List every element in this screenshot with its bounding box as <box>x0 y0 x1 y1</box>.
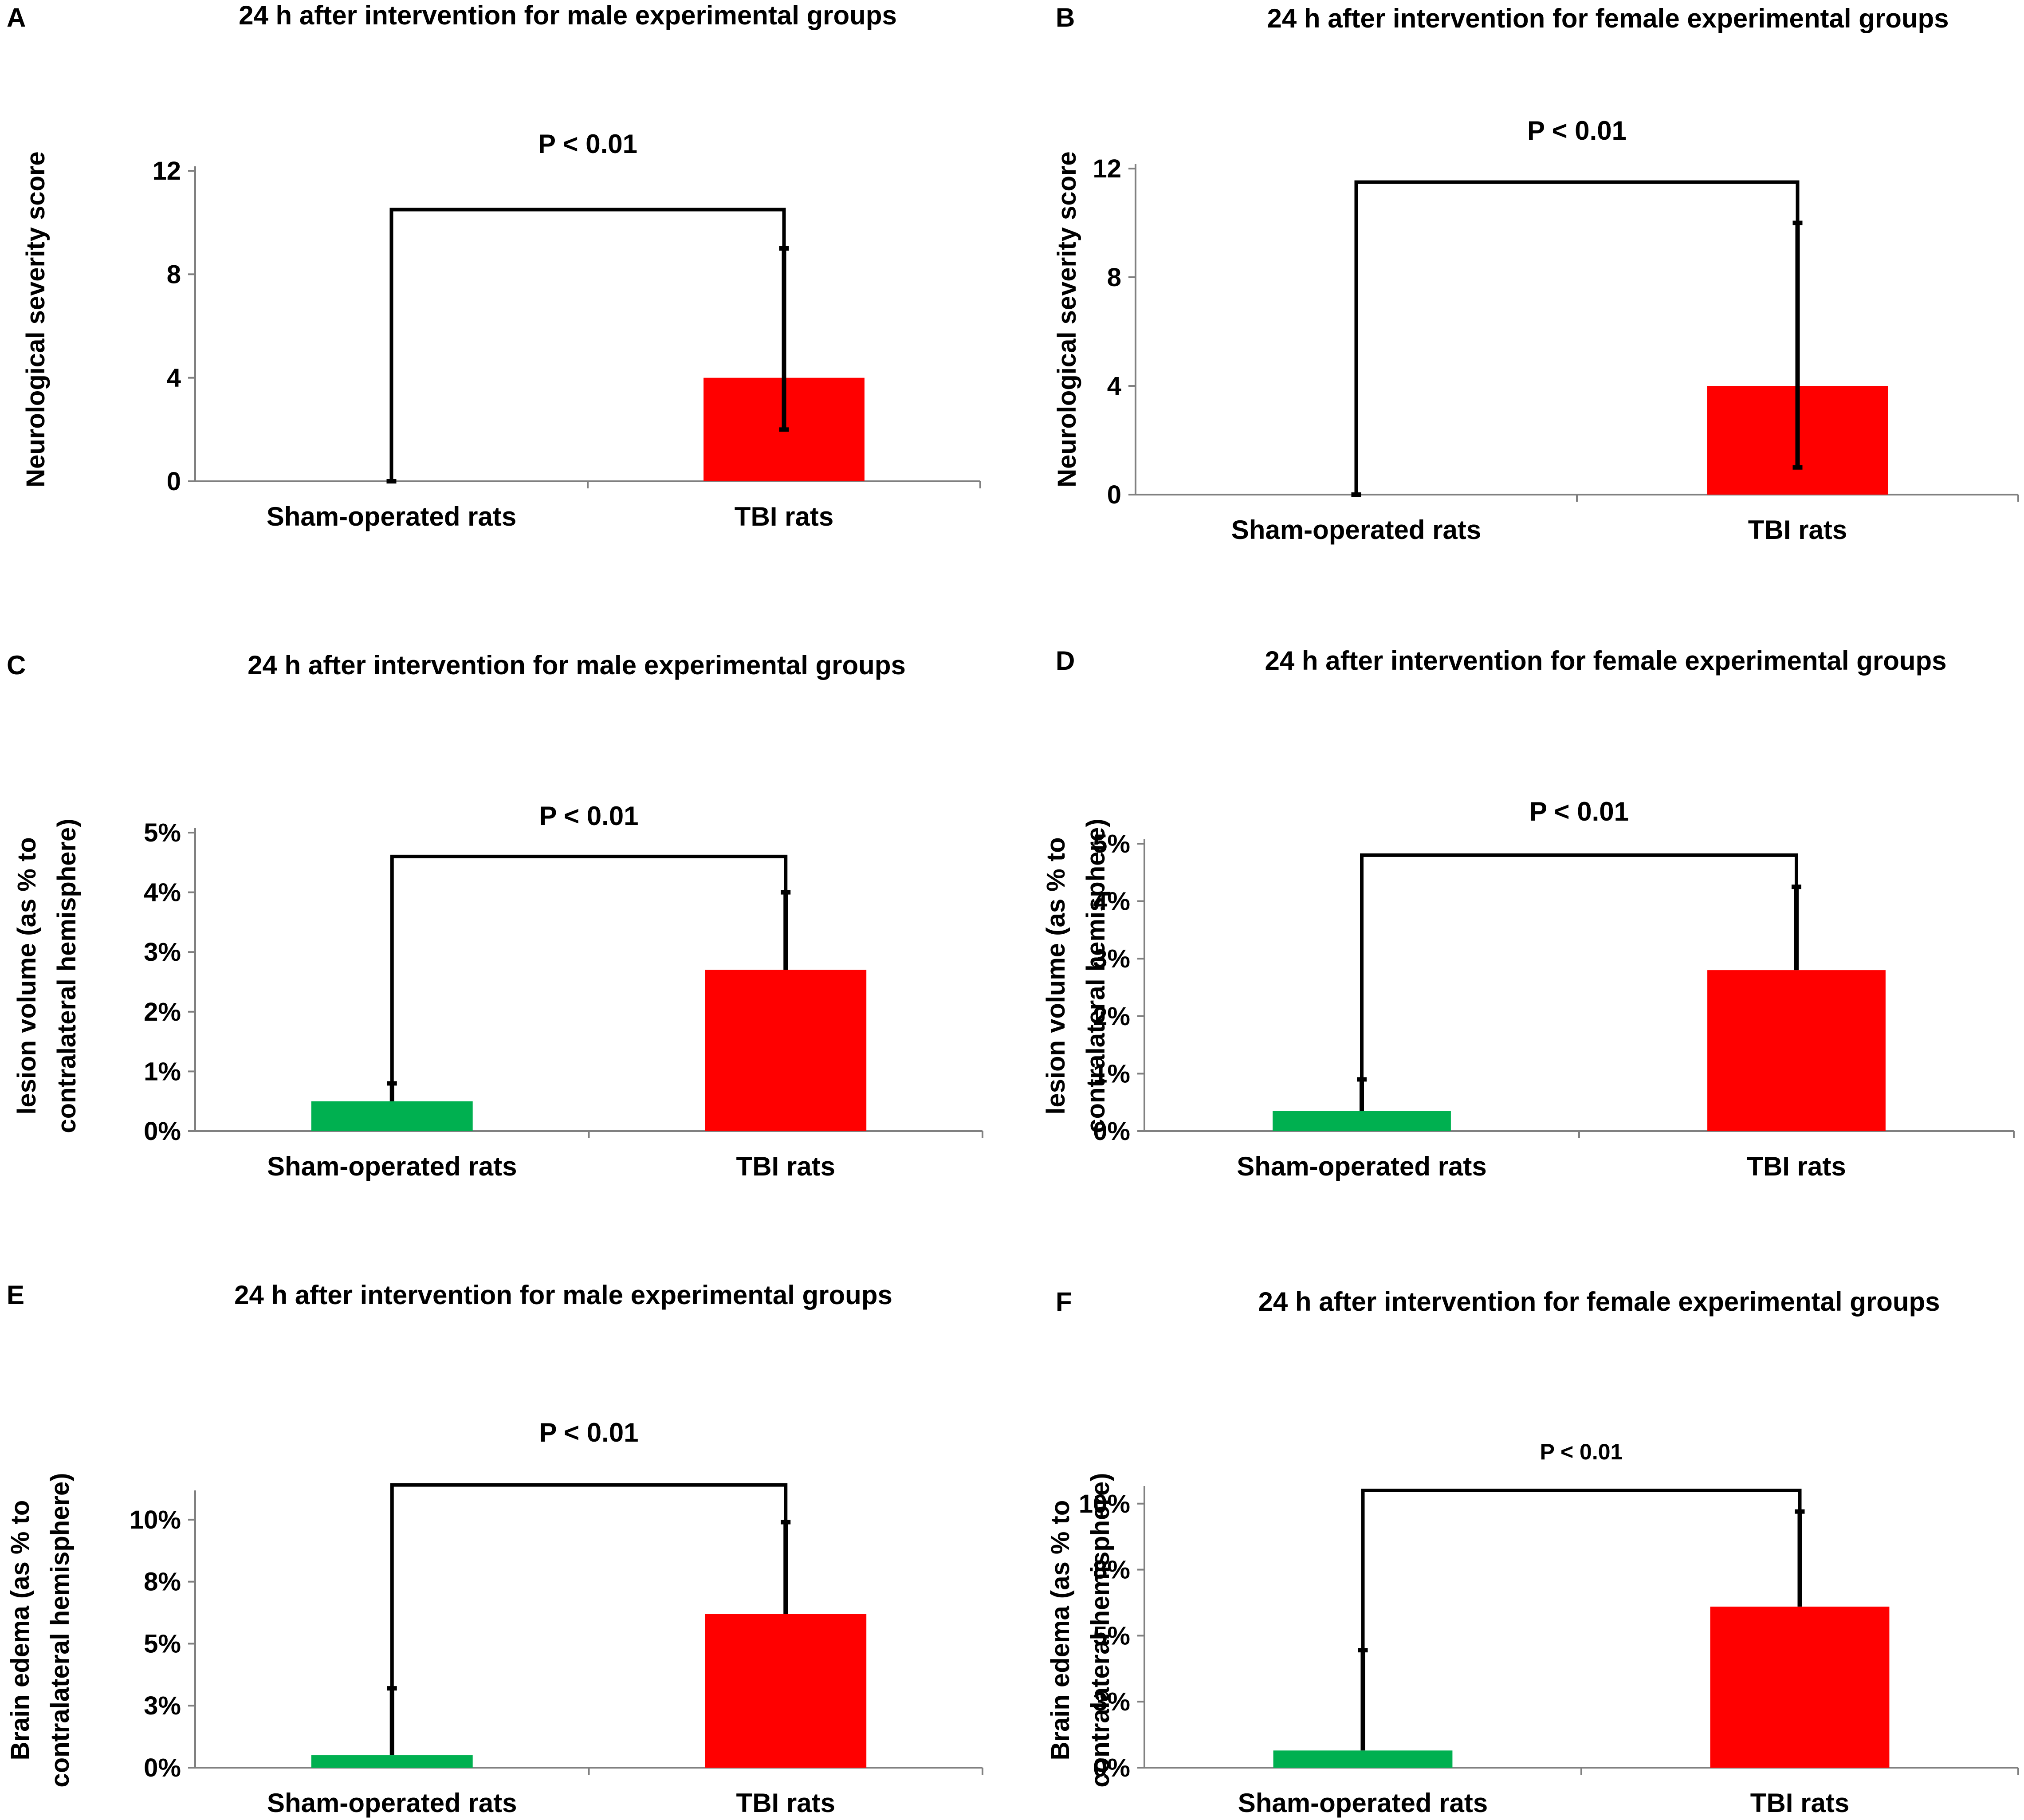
bar-tbi <box>705 970 867 1131</box>
y-tick-label: 10% <box>1079 1490 1130 1518</box>
y-tick-label: 0% <box>144 1117 181 1146</box>
y-tick-label: 2% <box>144 998 181 1026</box>
y-tick-label: 0% <box>144 1753 181 1782</box>
bar-sham <box>1273 1111 1451 1131</box>
category-label: TBI rats <box>1750 1788 1849 1818</box>
panel-letter: D <box>1056 646 1075 676</box>
panel-letter: F <box>1056 1287 1072 1317</box>
y-tick-label: 1% <box>144 1057 181 1086</box>
category-label: TBI rats <box>1748 515 1847 545</box>
chart-title: 24 h after intervention for female exper… <box>1267 4 1949 33</box>
y-axis-label-line1: lesion volume (as % to <box>1041 837 1070 1114</box>
chart-title: 24 h after intervention for female exper… <box>1258 1287 1940 1317</box>
y-tick-label: 8 <box>167 260 181 289</box>
y-tick-label: 4 <box>1107 372 1121 401</box>
significance-label: P < 0.01 <box>539 1418 638 1447</box>
y-tick-label: 4 <box>167 364 181 393</box>
category-label: Sham-operated rats <box>267 1152 517 1181</box>
panel-a: A 24 h after intervention for male experi… <box>7 0 981 531</box>
category-label: TBI rats <box>736 1152 835 1181</box>
panel-letter: A <box>7 3 26 32</box>
y-tick-label: 5% <box>1093 1621 1130 1650</box>
bar-tbi <box>1710 1606 1890 1768</box>
y-axis-label: Neurological severity score <box>1053 151 1081 487</box>
y-axis-label-line2: contralateral hemisphere) <box>52 818 81 1133</box>
chart-title: 24 h after intervention for male experim… <box>248 650 906 680</box>
y-tick-label: 12 <box>1093 154 1121 183</box>
category-label: Sham-operated rats <box>1231 515 1482 545</box>
panel-d: D 24 h after intervention for female expe… <box>1041 646 2015 1181</box>
category-label: TBI rats <box>1747 1152 1846 1181</box>
y-tick-label: 0 <box>167 467 181 496</box>
panel-letter: E <box>7 1280 24 1310</box>
y-tick-label: 5% <box>144 818 181 847</box>
y-axis-label-line1: lesion volume (as % to <box>12 837 41 1114</box>
significance-bracket <box>390 854 788 1084</box>
y-tick-label: 0% <box>1093 1117 1130 1146</box>
y-tick-label: 3% <box>144 938 181 967</box>
significance-bracket <box>1361 1489 1802 1651</box>
category-label: TBI rats <box>735 502 833 531</box>
y-axis-label-line1: Brain edema (as % to <box>6 1500 35 1761</box>
significance-label: P < 0.01 <box>1529 797 1629 826</box>
chart-title: 24 h after intervention for male experim… <box>234 1280 892 1310</box>
category-label: Sham-operated rats <box>1238 1788 1488 1818</box>
y-axis-label: Neurological severity score <box>21 151 50 487</box>
significance-bracket <box>389 208 786 481</box>
chart-title: 24 h after intervention for female exper… <box>1265 646 1946 676</box>
significance-bracket <box>1354 180 1800 495</box>
y-tick-label: 0 <box>1107 480 1121 509</box>
bar-tbi <box>705 1614 867 1768</box>
y-tick-label: 3% <box>1093 1687 1130 1716</box>
y-tick-label: 3% <box>1093 944 1130 973</box>
panel-c: C 24 h after intervention for male experi… <box>7 650 983 1181</box>
significance-label: P < 0.01 <box>1527 116 1627 145</box>
y-tick-label: 8 <box>1107 263 1121 292</box>
significance-label: P < 0.01 <box>538 129 637 159</box>
significance-bracket <box>390 1483 788 1689</box>
y-axis-label-line2: contralateral hemisphere) <box>1086 1473 1115 1787</box>
panel-e: E 24 h after intervention for male experi… <box>6 1280 983 1818</box>
y-tick-label: 4% <box>144 878 181 907</box>
category-label: Sham-operated rats <box>267 502 517 531</box>
y-tick-label: 4% <box>1093 887 1130 916</box>
y-axis-label-line2: contralateral hemisphere) <box>1081 818 1110 1133</box>
panel-f: F 24 h after intervention for female expe… <box>1046 1287 2019 1818</box>
panel-b: B 24 h after intervention for female expe… <box>1053 3 2019 545</box>
significance-bracket <box>1360 853 1798 1080</box>
significance-label: P < 0.01 <box>539 801 638 831</box>
y-tick-label: 3% <box>144 1691 181 1720</box>
bar-sham <box>311 1755 473 1768</box>
y-tick-label: 8% <box>144 1568 181 1596</box>
y-tick-label: 1% <box>1093 1059 1130 1088</box>
chart-title: 24 h after intervention for male experim… <box>239 0 897 30</box>
significance-label: P < 0.01 <box>1540 1439 1623 1464</box>
y-tick-label: 2% <box>1093 1002 1130 1031</box>
y-axis-label-line1: Brain edema (as % to <box>1046 1500 1075 1761</box>
category-label: Sham-operated rats <box>1237 1152 1487 1181</box>
category-label: Sham-operated rats <box>267 1788 517 1818</box>
category-label: TBI rats <box>736 1788 835 1818</box>
y-tick-label: 0% <box>1093 1753 1130 1782</box>
bar-sham <box>311 1101 473 1131</box>
panel-letter: B <box>1056 3 1075 32</box>
bar-tbi <box>1707 970 1886 1131</box>
y-tick-label: 5% <box>144 1629 181 1658</box>
bar-sham <box>1273 1750 1453 1768</box>
panel-letter: C <box>7 650 26 680</box>
y-tick-label: 5% <box>1093 829 1130 858</box>
y-axis-label-line2: contralateral hemisphere) <box>46 1473 75 1787</box>
y-tick-label: 10% <box>130 1506 181 1534</box>
y-tick-label: 12 <box>152 157 181 185</box>
y-tick-label: 8% <box>1093 1556 1130 1584</box>
